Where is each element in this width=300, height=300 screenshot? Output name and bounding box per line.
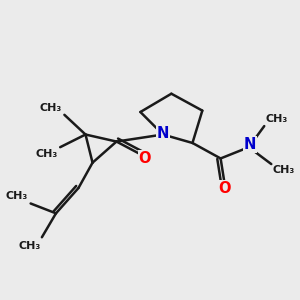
Text: N: N [157, 126, 169, 141]
Text: O: O [138, 151, 151, 166]
Text: CH₃: CH₃ [39, 103, 62, 112]
Text: CH₃: CH₃ [273, 166, 295, 176]
Text: CH₃: CH₃ [35, 148, 57, 159]
Text: N: N [244, 137, 256, 152]
Text: CH₃: CH₃ [266, 114, 288, 124]
Text: CH₃: CH₃ [18, 241, 40, 250]
Text: O: O [219, 181, 231, 196]
Text: CH₃: CH₃ [6, 191, 28, 201]
